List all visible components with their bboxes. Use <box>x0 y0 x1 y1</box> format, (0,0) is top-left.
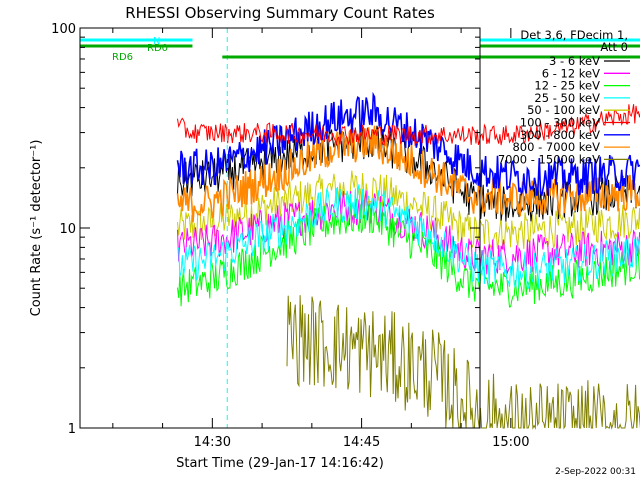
state-bar-label: N <box>153 36 160 47</box>
series-line <box>177 170 640 251</box>
legend-entry-label: 7000 - 15000 keV <box>498 152 600 166</box>
legend-entry-label: 300 - 800 keV <box>520 128 600 142</box>
series-line <box>177 198 640 308</box>
x-tick-label: 14:30 <box>194 435 231 450</box>
y-axis-label: Count Rate (s⁻¹ detector⁻¹) <box>29 140 44 317</box>
legend-header: Det 3,6, FDecim 1, <box>520 28 628 42</box>
y-tick-label: 10 <box>59 222 76 237</box>
legend-header: Att 0 <box>600 40 628 54</box>
y-tick-label: 1 <box>68 422 76 437</box>
legend-entry-label: 3 - 6 keV <box>549 54 600 68</box>
state-bar-label: RD6 <box>112 52 133 63</box>
chart-title: RHESSI Observing Summary Count Rates <box>125 4 435 22</box>
legend-entry-label: 25 - 50 keV <box>534 91 600 105</box>
x-tick-label: 14:45 <box>343 435 380 450</box>
series-line <box>176 91 640 197</box>
legend-entry-label: 50 - 100 keV <box>527 103 600 117</box>
series-line <box>177 190 640 275</box>
series-line <box>177 184 640 291</box>
state-bar-label: RD0 <box>147 43 168 54</box>
legend-entry-label: 6 - 12 keV <box>542 66 600 80</box>
series-line <box>177 104 640 147</box>
y-tick-label: 100 <box>51 22 76 37</box>
series-line <box>177 125 640 222</box>
x-tick-label: 15:00 <box>492 435 529 450</box>
timestamp: 2-Sep-2022 00:31 <box>555 467 636 477</box>
x-axis-label: Start Time (29-Jan-17 14:16:42) <box>176 456 384 471</box>
legend-entry-label: 800 - 7000 keV <box>512 140 600 154</box>
series-line <box>286 295 640 430</box>
legend-entry-label: 100 - 300 keV <box>520 116 600 130</box>
legend-entry-label: 12 - 25 keV <box>534 79 600 93</box>
